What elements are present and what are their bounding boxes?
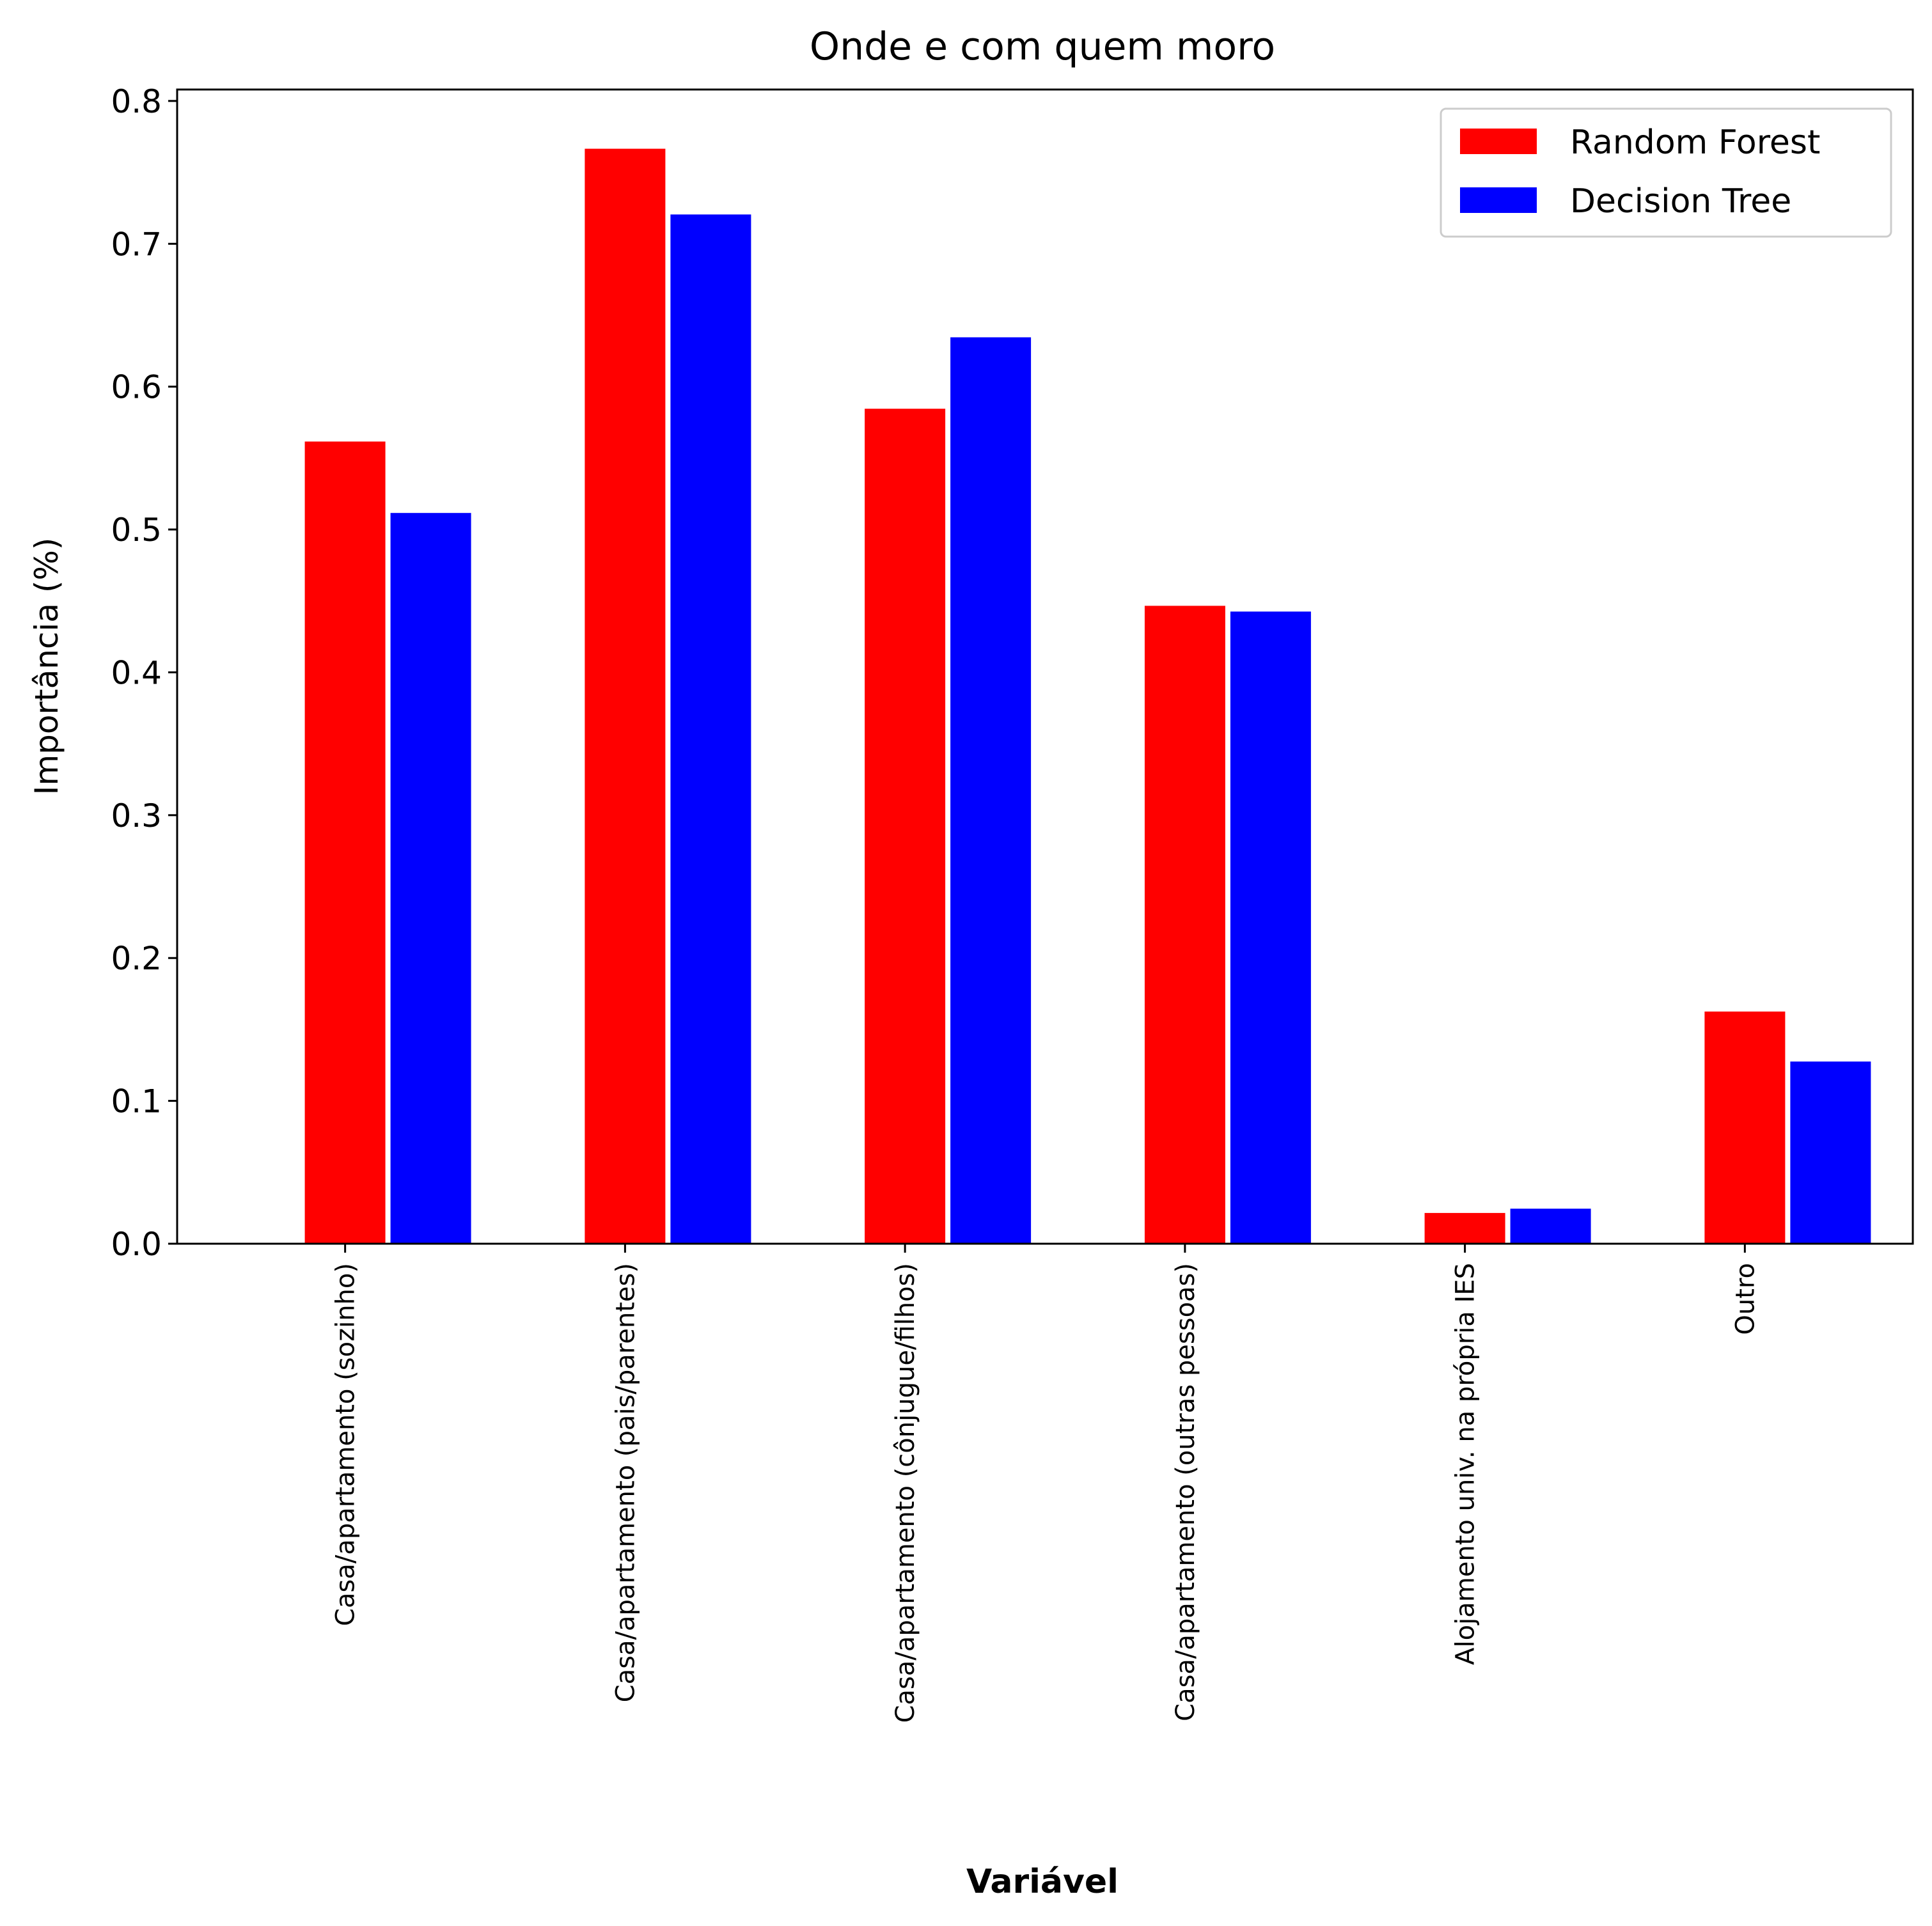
x-axis-label: Variável [966,1863,1119,1901]
bar-random-forest-6 [1703,1010,1787,1245]
legend-label-random-forest: Random Forest [1570,123,1820,162]
y-axis-label: Importância (%) [28,538,65,795]
y-tick-label: 0.6 [111,369,162,406]
y-tick-label: 0.2 [111,940,162,977]
x-tick-label: Casa/apartamento (outras pessoas) [1171,1263,1200,1721]
bar-random-forest-5 [1423,1211,1507,1245]
x-axis: Casa/apartamento (sozinho) Casa/apartamen… [331,1244,1760,1723]
y-tick-label: 0.5 [111,512,162,549]
legend-swatch-random-forest [1460,129,1537,154]
bars-layer [303,147,1873,1245]
x-tick-label: Alojamento univ. na própria IES [1451,1263,1480,1665]
y-tick-label: 0.8 [111,83,162,120]
bar-random-forest-2 [583,147,667,1245]
legend: Random Forest Decision Tree [1440,107,1892,238]
bar-decision-tree-2 [669,213,753,1244]
bar-decision-tree-4 [1229,610,1312,1244]
y-tick-label: 0.1 [111,1083,162,1120]
legend-label-decision-tree: Decision Tree [1570,182,1791,221]
y-tick-label: 0.7 [111,226,162,263]
chart-title: Onde e com quem moro [810,24,1275,69]
y-tick-label: 0.3 [111,797,162,834]
bar-decision-tree-6 [1789,1060,1873,1244]
legend-frame [1440,107,1892,238]
bar-decision-tree-1 [389,512,473,1245]
y-tick-label: 0.0 [111,1226,162,1263]
plot-area-frame [176,88,1914,1245]
x-tick-label: Outro [1731,1263,1760,1335]
bar-random-forest-4 [1143,604,1227,1244]
x-tick-label: Casa/apartamento (cônjugue/filhos) [891,1263,920,1723]
bar-decision-tree-5 [1509,1207,1592,1244]
x-tick-label: Casa/apartamento (pais/parentes) [611,1263,640,1702]
y-axis: 0.0 0.1 0.2 0.3 0.4 0.5 0.6 0.7 0.8 [111,83,177,1263]
bar-random-forest-1 [303,440,387,1244]
bar-random-forest-3 [863,407,947,1245]
y-tick-label: 0.4 [111,654,162,691]
legend-swatch-decision-tree [1460,187,1537,213]
x-tick-label: Casa/apartamento (sozinho) [331,1263,361,1626]
bar-decision-tree-3 [949,336,1033,1244]
